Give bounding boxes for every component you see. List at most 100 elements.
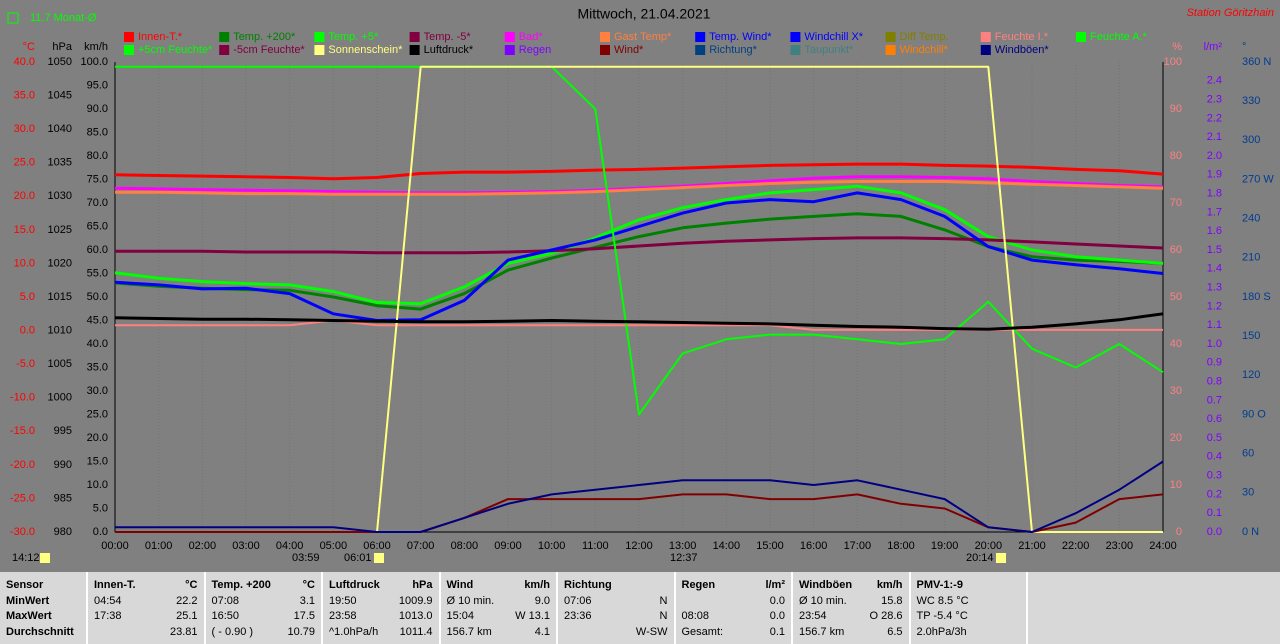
y-tick-label: 5.0 bbox=[20, 291, 35, 303]
y-tick-label: -25.0 bbox=[10, 492, 35, 504]
time-annotation: 20:14 bbox=[966, 552, 994, 564]
series-line bbox=[114, 162, 1164, 181]
stat-cell: W 13.1 bbox=[515, 610, 550, 622]
stat-cell: 16:50 bbox=[211, 610, 240, 622]
stat-row: 16:50 17.5 bbox=[212, 609, 316, 625]
y-tick-label: 1005 bbox=[48, 358, 72, 370]
y-tick-label: 330 bbox=[1242, 95, 1260, 107]
legend-swatch bbox=[124, 45, 134, 55]
stat-cell: 22.2 bbox=[176, 594, 198, 607]
group-unit: km/h bbox=[876, 579, 903, 591]
y-tick-label: 1015 bbox=[48, 291, 72, 303]
stat-cell: 07:08 bbox=[211, 594, 240, 607]
stat-group: Regen l/m² 0.0 08:08 0.0 Gesamt: 0.1 bbox=[676, 572, 793, 644]
y-tick-label: 2.1 bbox=[1207, 131, 1222, 143]
stat-row: 0.0 bbox=[682, 594, 785, 610]
x-tick-label: 04:00 bbox=[276, 540, 304, 552]
y-tick-label: 50.0 bbox=[87, 291, 108, 303]
stat-row: TP -5.4 °C bbox=[917, 609, 1021, 625]
group-name: Richtung bbox=[564, 579, 612, 591]
y-tick-label: 20.0 bbox=[87, 432, 108, 444]
group-header: Windböen km/h bbox=[799, 578, 903, 594]
stat-cell: 23:36 bbox=[564, 610, 592, 622]
x-tick-label: 00:00 bbox=[101, 540, 129, 552]
stat-row: 17:38 25.1 bbox=[94, 609, 198, 625]
stat-row: ( - 0.90 ) 10.79 bbox=[212, 625, 316, 641]
y-tick-label: 85.0 bbox=[87, 126, 108, 138]
y-tick-label: 35.0 bbox=[14, 89, 35, 101]
x-tick-label: 23:00 bbox=[1106, 540, 1134, 552]
x-tick-label: 24:00 bbox=[1149, 540, 1177, 552]
stat-row: 08:08 0.0 bbox=[682, 609, 786, 625]
y-tick-label: 995 bbox=[54, 425, 72, 437]
stat-cell: 17.5 bbox=[293, 610, 315, 622]
group-header: Wind km/h bbox=[447, 578, 551, 594]
stat-row: 23:58 1013.0 bbox=[329, 609, 433, 625]
legend-label: Gast Temp* bbox=[614, 31, 672, 43]
y-tick-label: 25.0 bbox=[87, 408, 108, 420]
y-tick-label: 70 bbox=[1170, 197, 1182, 209]
y-tick-label: 5.0 bbox=[93, 502, 108, 514]
y-tick-label: 0 N bbox=[1242, 526, 1259, 538]
x-tick-label: 22:00 bbox=[1062, 540, 1090, 552]
y-tick-label: 1030 bbox=[48, 190, 72, 202]
y-tick-label: 0.0 bbox=[1207, 526, 1222, 538]
y-tick-label: 1010 bbox=[48, 324, 72, 336]
y-tick-label: 65.0 bbox=[87, 220, 108, 232]
stat-cell: Gesamt: bbox=[681, 625, 724, 638]
y-tick-label: 40.0 bbox=[87, 338, 108, 350]
stat-row: Gesamt: 0.1 bbox=[682, 625, 786, 641]
y-tick-label: 50 bbox=[1170, 291, 1182, 303]
stat-cell: 2.0hPa/3h bbox=[916, 625, 967, 638]
y-tick-label: 1.1 bbox=[1207, 319, 1222, 331]
group-name: Regen bbox=[681, 579, 716, 591]
x-tick-label: 05:00 bbox=[320, 540, 348, 552]
legend-label: -5cm Feuchte* bbox=[233, 44, 305, 56]
y-tick-label: 25.0 bbox=[14, 157, 35, 169]
legend-label: Luftdruck* bbox=[424, 44, 474, 56]
stat-row: Ø 10 min. 9.0 bbox=[447, 594, 551, 610]
stat-row: Ø 10 min. 15.8 bbox=[799, 594, 903, 610]
time-annotation: 03:59 bbox=[292, 552, 320, 564]
legend-label: Temp. -5* bbox=[424, 31, 472, 43]
y-tick-label: 30.0 bbox=[14, 123, 35, 135]
x-tick-label: 02:00 bbox=[189, 540, 217, 552]
stat-cell: 156.7 km bbox=[799, 625, 845, 638]
x-tick-label: 07:00 bbox=[407, 540, 435, 552]
axis-label: ° bbox=[1242, 41, 1246, 53]
stat-cell: N bbox=[659, 610, 668, 622]
stat-cell: Ø 10 min. bbox=[446, 594, 495, 607]
x-tick-label: 21:00 bbox=[1018, 540, 1046, 552]
x-tick-label: 13:00 bbox=[669, 540, 697, 552]
series-line bbox=[114, 184, 1164, 306]
y-tick-label: 30 bbox=[1242, 487, 1254, 499]
stat-cell: 4.1 bbox=[534, 625, 550, 638]
stat-cell: 19:50 bbox=[329, 594, 357, 607]
y-tick-label: 60.0 bbox=[87, 244, 108, 256]
legend-swatch bbox=[219, 32, 230, 42]
legend-swatch bbox=[790, 32, 801, 42]
sun-icon bbox=[374, 553, 384, 563]
stat-cell: 08:08 bbox=[681, 610, 710, 622]
y-tick-label: 90 O bbox=[1242, 408, 1266, 420]
y-tick-label: 100 bbox=[1164, 56, 1182, 68]
stat-group: Richtung 07:06 N 23:36 N W-SW bbox=[558, 572, 676, 644]
legend-label: Temp. +200* bbox=[233, 31, 296, 43]
y-tick-label: 1025 bbox=[48, 224, 72, 236]
stat-cell: 17:38 bbox=[94, 610, 122, 622]
time-annotation: 14:12 bbox=[12, 552, 40, 564]
group-name: PMV-1:-9 bbox=[916, 579, 963, 591]
legend-swatch bbox=[124, 32, 134, 42]
x-tick-label: 11:00 bbox=[582, 540, 609, 552]
series-line bbox=[115, 236, 1164, 255]
group-unit: l/m² bbox=[765, 579, 785, 591]
group-header: PMV-1:-9 bbox=[917, 578, 1021, 594]
y-tick-label: -20.0 bbox=[10, 459, 35, 471]
station: Station Göritzhain bbox=[1187, 7, 1274, 19]
x-tick-label: 15:00 bbox=[756, 540, 784, 552]
group-name: Windböen bbox=[799, 579, 853, 591]
legend-swatch bbox=[980, 45, 991, 55]
legend-swatch bbox=[504, 32, 515, 42]
stat-group: PMV-1:-9 WC 8.5 °C TP -5.4 °C 2.0hPa/3h bbox=[911, 572, 1028, 644]
